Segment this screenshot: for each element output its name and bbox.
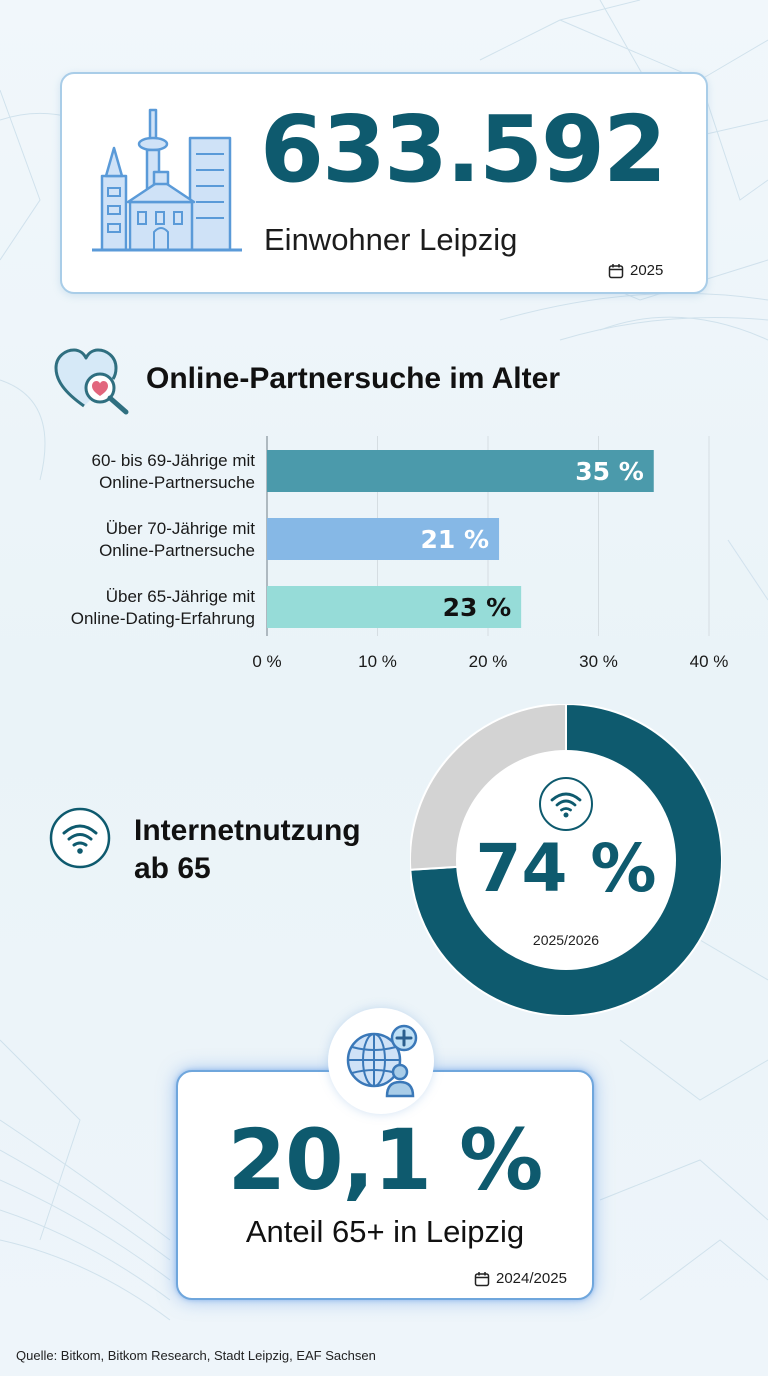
heart-search-icon (54, 348, 129, 415)
internet-usage-title-line2: ab 65 (134, 852, 211, 885)
category-label: Über 70-Jährige mit (106, 519, 256, 538)
internet-usage-donut-chart (410, 704, 722, 1016)
donut-hole (456, 750, 676, 970)
bar (267, 450, 654, 492)
bar (267, 586, 522, 628)
internet-usage-title-line1: Internetnutzung (134, 814, 361, 847)
calendar-icon (474, 1271, 490, 1286)
population-year: 2025 (630, 262, 664, 279)
city-skyline-icon (92, 108, 242, 252)
internet-usage-title: Internetnutzung ab 65 (134, 812, 361, 888)
category-label: Online-Dating-Erfahrung (71, 609, 255, 628)
x-tick-label: 10 % (358, 652, 397, 671)
bar-value-label: 35 % (575, 457, 644, 486)
internet-usage-value: 74 % (475, 830, 657, 907)
bar-value-label: 23 % (443, 593, 512, 622)
seniors-share-year: 2024/2025 (496, 1270, 567, 1287)
seniors-share-year-tag: 2024/2025 (474, 1270, 567, 1287)
online-dating-bar-chart: 35 % 21 % 23 % 60- bis 69-Jährige mit Onlin… (71, 436, 729, 671)
category-label: Online-Partnersuche (99, 541, 255, 560)
source-note: Quelle: Bitkom, Bitkom Research, Stadt L… (16, 1348, 376, 1363)
globe-badge (328, 1008, 434, 1114)
x-tick-label: 20 % (469, 652, 508, 671)
bar (267, 518, 500, 560)
donut-wifi-icon (539, 777, 593, 831)
internet-usage-year: 2025/2026 (532, 932, 600, 948)
x-tick-label: 30 % (579, 652, 618, 671)
seniors-share-value: 20,1 % (227, 1111, 544, 1209)
bar-value-label: 21 % (421, 525, 490, 554)
wifi-icon (49, 807, 111, 869)
x-tick-label: 40 % (690, 652, 729, 671)
category-label: 60- bis 69-Jährige mit (92, 451, 256, 470)
calendar-icon (608, 263, 624, 278)
population-year-tag: 2025 (608, 262, 663, 279)
population-value: 633.592 (260, 96, 667, 203)
x-tick-label: 0 % (252, 652, 281, 671)
population-card: 633.592 Einwohner Leipzig 2025 (60, 72, 708, 294)
globe-user-icon (346, 1024, 418, 1098)
seniors-share-label: Anteil 65+ in Leipzig (245, 1214, 525, 1249)
population-label: Einwohner Leipzig (264, 222, 518, 257)
category-label: Online-Partnersuche (99, 473, 255, 492)
online-dating-title: Online-Partnersuche im Alter (146, 362, 560, 395)
category-label: Über 65-Jährige mit (106, 587, 256, 606)
